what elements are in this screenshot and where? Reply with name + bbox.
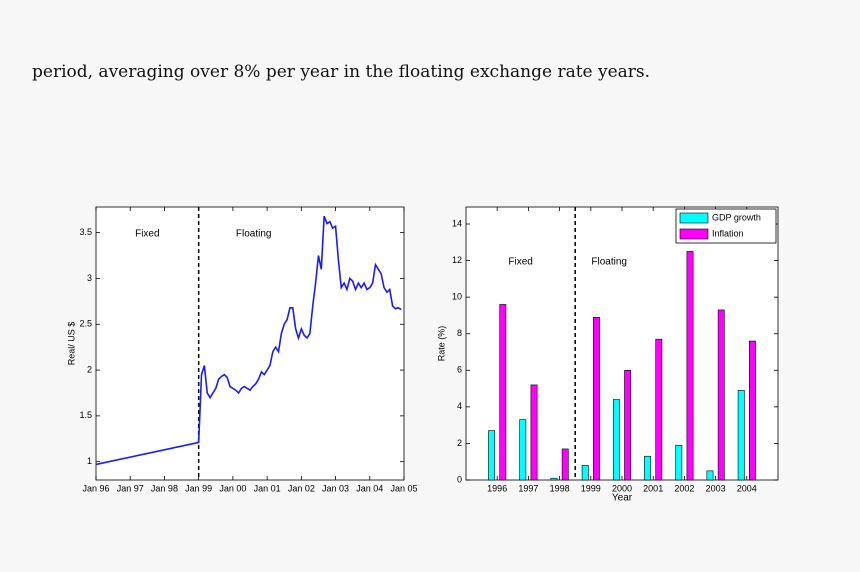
x-tick-label: 2003: [706, 483, 726, 493]
x-tick-label: Jan 05: [390, 483, 417, 493]
y-tick-label: 1: [87, 456, 92, 466]
y-tick-label: 2: [87, 364, 92, 374]
bar: [624, 369, 632, 481]
y-tick-label: 3.5: [79, 227, 92, 237]
x-tick-label: 1997: [518, 483, 538, 493]
x-tick-label: Jan 96: [82, 483, 109, 493]
bar: [499, 304, 507, 481]
y-tick-label: 1.5: [79, 410, 92, 420]
bar: [581, 465, 589, 481]
bar: [655, 338, 663, 481]
y-tick-label: 4: [457, 401, 462, 411]
bar: [706, 470, 714, 481]
bar: [612, 399, 620, 481]
x-tick-label: Jan 99: [185, 483, 212, 493]
x-tick-label: 1996: [487, 483, 507, 493]
plot-area: [465, 206, 779, 481]
x-tick-label: 2000: [612, 483, 632, 493]
x-tick-label: 2002: [674, 483, 694, 493]
bar: [561, 448, 569, 481]
bar: [592, 316, 600, 481]
y-tick-label: 14: [452, 218, 462, 228]
y-tick-label: 12: [452, 255, 462, 265]
y-axis-label: Real/ US $: [66, 322, 76, 366]
x-tick-label: 2004: [737, 483, 757, 493]
y-tick-label: 2.5: [79, 319, 92, 329]
y-tick-label: 3: [87, 273, 92, 283]
legend-label: GDP growth: [712, 212, 761, 222]
x-tick-label: Jan 01: [254, 483, 281, 493]
bar: [519, 419, 527, 481]
x-tick-label: Jan 02: [288, 483, 315, 493]
x-tick-label: 2001: [643, 483, 663, 493]
y-tick-label: 8: [457, 328, 462, 338]
bar: [644, 455, 652, 481]
bar: [675, 444, 683, 481]
y-axis-label: Rate (%): [436, 326, 446, 362]
x-tick-label: 1998: [550, 483, 570, 493]
legend-swatch: [679, 228, 709, 240]
plot-area: [95, 206, 405, 481]
bar: [530, 384, 538, 481]
paragraph: period, averaging over 8% per year in th…: [32, 62, 651, 82]
y-tick-label: 0: [457, 474, 462, 484]
bar: [686, 251, 694, 481]
bar: [717, 309, 725, 481]
x-axis-label: Year: [612, 493, 633, 504]
legend-label: Inflation: [712, 228, 744, 238]
x-tick-label: Jan 97: [117, 483, 144, 493]
x-tick-label: Jan 98: [151, 483, 178, 493]
bar: [737, 390, 745, 481]
y-tick-label: 6: [457, 365, 462, 375]
annotation: Floating: [236, 229, 272, 240]
x-tick-label: Jan 00: [219, 483, 246, 493]
annotation: Fixed: [135, 229, 159, 240]
annotation: Fixed: [508, 257, 532, 268]
y-tick-label: 2: [457, 438, 462, 448]
x-tick-label: 1999: [581, 483, 601, 493]
legend-swatch: [679, 212, 709, 224]
bar: [488, 430, 496, 481]
x-tick-label: Jan 03: [322, 483, 349, 493]
bar: [550, 477, 558, 481]
y-tick-label: 10: [452, 292, 462, 302]
x-tick-label: Jan 04: [356, 483, 383, 493]
bar: [748, 340, 756, 481]
annotation: Floating: [591, 257, 627, 268]
line-series: [95, 215, 402, 466]
